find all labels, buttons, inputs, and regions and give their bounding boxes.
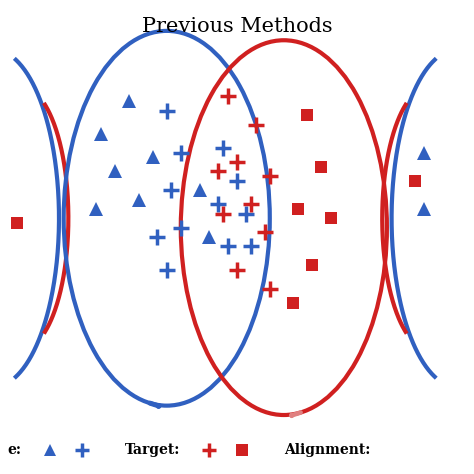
Text: e:: e: [8,443,21,457]
Text: Target:: Target: [125,443,180,457]
Text: Previous Methods: Previous Methods [142,17,332,36]
Text: Alignment:: Alignment: [284,443,370,457]
